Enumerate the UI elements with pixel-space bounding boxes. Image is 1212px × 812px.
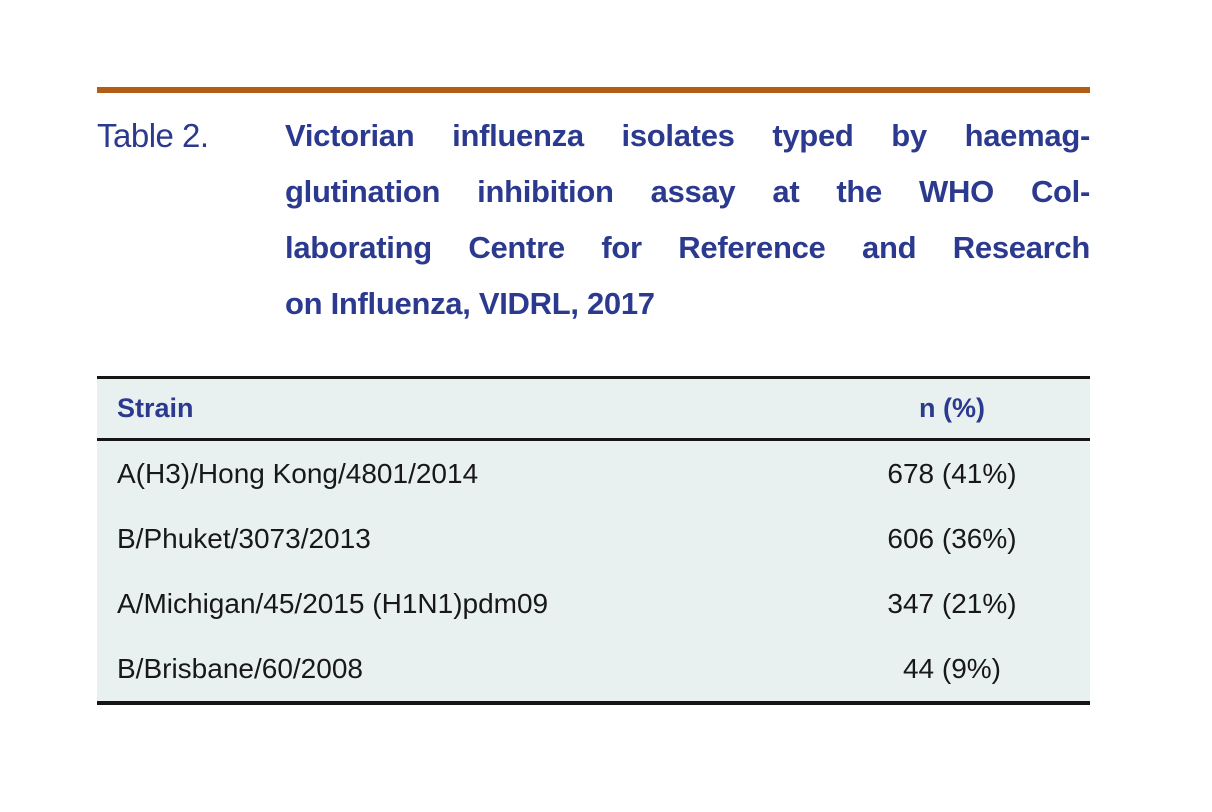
n-pct-cell: 606 (36%) bbox=[887, 522, 1017, 554]
isolates-table: Strain n (%) A(H3)/Hong Kong/4801/2014 6… bbox=[97, 376, 1090, 705]
strain-cell: B/Brisbane/60/2008 bbox=[117, 652, 363, 684]
column-header-n-pct: n (%) bbox=[919, 393, 985, 423]
table-header-row: Strain n (%) bbox=[97, 379, 1090, 441]
table-caption-title: Victorian influenza isolates typed by ha… bbox=[285, 108, 1090, 332]
caption-title-line: on Influenza, VIDRL, 2017 bbox=[285, 286, 655, 321]
strain-cell: A(H3)/Hong Kong/4801/2014 bbox=[117, 457, 479, 489]
table-row: A/Michigan/45/2015 (H1N1)pdm09 347 (21%) bbox=[97, 571, 1090, 636]
table-row: B/Phuket/3073/2013 606 (36%) bbox=[97, 506, 1090, 571]
caption-title-line: glutination inhibition assay at the WHO … bbox=[285, 174, 1090, 209]
table-caption: Table 2. Victorian influenza isolates ty… bbox=[97, 108, 1090, 332]
strain-cell: B/Phuket/3073/2013 bbox=[117, 522, 371, 554]
n-pct-cell: 44 (9%) bbox=[902, 652, 1002, 684]
column-header-strain: Strain bbox=[117, 393, 194, 423]
caption-title-line: Victorian influenza isolates typed by ha… bbox=[285, 118, 1090, 153]
accent-rule bbox=[97, 87, 1090, 93]
n-pct-cell: 678 (41%) bbox=[887, 457, 1017, 489]
table-figure: Table 2. Victorian influenza isolates ty… bbox=[97, 87, 1090, 705]
table-row: B/Brisbane/60/2008 44 (9%) bbox=[97, 636, 1090, 701]
table-caption-label: Table 2. bbox=[97, 117, 209, 154]
caption-title-line: laborating Centre for Reference and Rese… bbox=[285, 230, 1090, 265]
n-pct-cell: 347 (21%) bbox=[887, 587, 1017, 619]
table-row: A(H3)/Hong Kong/4801/2014 678 (41%) bbox=[97, 441, 1090, 506]
strain-cell: A/Michigan/45/2015 (H1N1)pdm09 bbox=[117, 587, 549, 619]
